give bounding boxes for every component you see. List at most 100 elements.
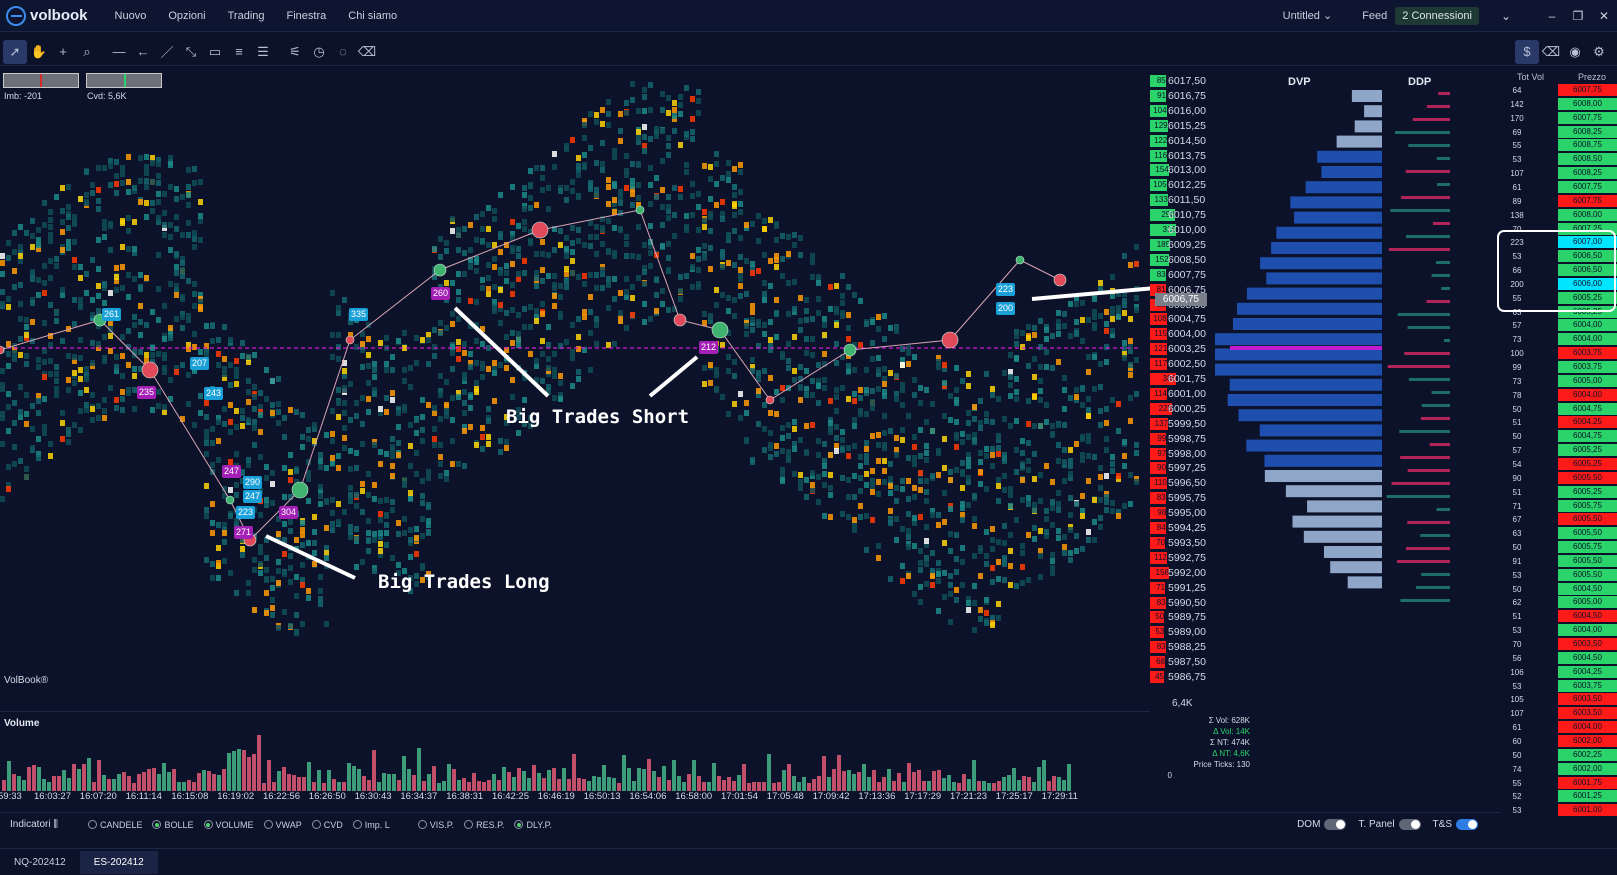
ladder-row[interactable]: 89 6007,75 xyxy=(1500,194,1617,208)
indicator-option[interactable]: Imp. L xyxy=(352,820,390,830)
zoom-icon[interactable]: ⌕ xyxy=(83,43,91,59)
big-trade-badge[interactable]: 290 xyxy=(243,476,263,489)
hand-icon[interactable]: ✋ xyxy=(30,43,48,59)
big-trade-badge[interactable]: 247 xyxy=(222,465,242,478)
ladder-row[interactable]: 57 6005,25 xyxy=(1500,444,1617,457)
connections-badge[interactable]: 2 Connessioni xyxy=(1395,6,1479,25)
ladder-row[interactable]: 52 6001,25 xyxy=(1500,790,1617,803)
indicator-option[interactable]: BOLLE xyxy=(152,820,194,830)
trend-line-icon[interactable]: ／ xyxy=(160,45,174,60)
big-trade-badge[interactable]: 335 xyxy=(349,308,369,321)
tab-nq[interactable]: NQ-202412 xyxy=(14,856,66,868)
ladder-row[interactable]: 63 6005,50 xyxy=(1500,527,1617,540)
ladder-row[interactable]: 105 6003,50 xyxy=(1500,693,1617,706)
ladder-row[interactable]: 51 6005,25 xyxy=(1500,485,1617,499)
timer-icon[interactable]: ◷ xyxy=(313,43,325,59)
ruler-icon[interactable]: ⤡ xyxy=(185,43,197,59)
ladder-row[interactable]: 61 6007,75 xyxy=(1500,180,1617,194)
big-trade-badge[interactable]: 212 xyxy=(699,341,719,354)
indicator-option[interactable]: VIS.P. xyxy=(417,820,454,830)
ladder-row[interactable]: 78 6004,00 xyxy=(1500,388,1617,402)
settings-sliders-icon[interactable]: ⚟ xyxy=(289,43,301,59)
ladder-row[interactable]: 73 6005,00 xyxy=(1500,374,1617,388)
rectangle-icon[interactable]: ▭ xyxy=(208,43,222,59)
big-trade-badge[interactable]: 271 xyxy=(234,526,254,539)
gear-icon[interactable]: ⚙ xyxy=(1593,43,1605,59)
dollar-icon[interactable]: $ xyxy=(1515,39,1539,64)
ladder-row[interactable]: 57 6004,00 xyxy=(1500,319,1617,332)
ladder-row[interactable]: 70 6003,50 xyxy=(1500,638,1617,651)
menu-finestra[interactable]: Finestra xyxy=(286,9,327,22)
eraser-icon[interactable]: ⌫ xyxy=(357,43,377,59)
fib-icon[interactable]: ≡ xyxy=(235,44,243,59)
toggle-switch[interactable] xyxy=(1398,819,1421,830)
tab-es[interactable]: ES-202412 xyxy=(79,850,158,874)
ladder-row[interactable]: 69 6008,25 xyxy=(1500,125,1617,139)
ladder-row[interactable]: 51 6004,25 xyxy=(1500,416,1617,429)
toggle-switch[interactable] xyxy=(1456,819,1478,830)
ladder-row[interactable]: 50 6002,25 xyxy=(1500,748,1617,762)
ladder-row[interactable]: 53 6008,50 xyxy=(1500,153,1617,166)
dropdown-chevron-icon[interactable]: ⌄ xyxy=(1500,8,1512,23)
ladder-row[interactable]: 91 6005,50 xyxy=(1500,554,1617,568)
ladder-row[interactable]: 100 6003,75 xyxy=(1500,347,1617,360)
big-trade-badge[interactable]: 260 xyxy=(431,287,451,300)
ladder-row[interactable]: 170 6007,75 xyxy=(1500,111,1617,125)
ladder-row[interactable]: 107 6003,50 xyxy=(1500,707,1617,720)
ladder-row[interactable]: 56 6004,50 xyxy=(1500,651,1617,665)
big-trade-badge[interactable]: 243 xyxy=(204,387,224,400)
ladder-row[interactable]: 106 6004,25 xyxy=(1500,665,1617,679)
ladder-row[interactable]: 73 6004,00 xyxy=(1500,333,1617,346)
ladder-row[interactable]: 60 6002,00 xyxy=(1500,734,1617,748)
ladder-row[interactable]: 99 6003,75 xyxy=(1500,361,1617,374)
ladder-row[interactable]: 50 6005,75 xyxy=(1500,541,1617,554)
ladder-row[interactable]: 61 6004,00 xyxy=(1500,721,1617,734)
heatmap-chart[interactable]: Imb: -201 Cvd: 5,6K VolBook® Big Trades … xyxy=(0,70,1150,710)
indicator-option[interactable]: RES.P. xyxy=(464,820,504,830)
menu-trading[interactable]: Trading xyxy=(227,9,265,22)
ladder-row[interactable]: 67 6005,50 xyxy=(1500,513,1617,526)
ladder-row[interactable]: 74 6002,00 xyxy=(1500,762,1617,776)
ladder-row[interactable]: 200 6006,00 xyxy=(1500,277,1617,291)
ray-icon[interactable]: ← xyxy=(136,44,150,59)
comment-icon[interactable]: ◌ xyxy=(339,44,347,59)
horizontal-line-icon[interactable]: — xyxy=(112,44,126,59)
menu-opzioni[interactable]: Opzioni xyxy=(168,9,206,22)
workspace-select[interactable]: Untitled ⌄ xyxy=(1283,9,1333,22)
big-trade-badge[interactable]: 247 xyxy=(243,490,263,503)
ladder-row[interactable]: 53 6004,00 xyxy=(1500,624,1617,637)
big-trade-badge[interactable]: 223 xyxy=(236,506,256,519)
ladder-row[interactable]: 138 6008,00 xyxy=(1500,208,1617,222)
ladder-row[interactable]: 53 6003,75 xyxy=(1500,679,1617,693)
ladder-row[interactable]: 50 6004,50 xyxy=(1500,582,1617,596)
ladder-row[interactable]: 66 6006,50 xyxy=(1500,264,1617,277)
big-trade-badge[interactable]: 207 xyxy=(190,357,210,370)
ladder-row[interactable]: 51 6004,50 xyxy=(1500,610,1617,623)
ladder-row[interactable]: 50 6004,75 xyxy=(1500,402,1617,416)
crosshair-icon[interactable]: + xyxy=(59,44,67,59)
cursor-icon[interactable]: ➚ xyxy=(3,39,27,64)
ladder-row[interactable]: 107 6008,25 xyxy=(1500,167,1617,180)
big-trade-badge[interactable]: 235 xyxy=(137,386,157,399)
menu-chi-siamo[interactable]: Chi siamo xyxy=(348,9,398,22)
ladder-row[interactable]: 53 6006,50 xyxy=(1500,250,1617,263)
ladder-row[interactable]: 223 6007,00 xyxy=(1500,236,1617,249)
indicator-option[interactable]: CVD xyxy=(311,820,343,830)
minimize-icon[interactable]: – xyxy=(1548,8,1556,23)
big-trade-badge[interactable]: 223 xyxy=(996,283,1016,296)
ladder-row[interactable]: 71 6005,75 xyxy=(1500,499,1617,513)
toggle-switch[interactable] xyxy=(1324,819,1347,830)
ladder-row[interactable]: 55 6005,25 xyxy=(1500,291,1617,305)
indicator-option[interactable]: VOLUME xyxy=(203,820,254,830)
ladder-row[interactable]: 62 6005,00 xyxy=(1500,596,1617,609)
indicator-option[interactable]: DLY.P. xyxy=(514,820,552,830)
indicators-button[interactable]: Indicatori ⫼ xyxy=(10,819,58,830)
close-icon[interactable]: ✕ xyxy=(1598,8,1610,23)
ladder-row[interactable]: 54 6005,25 xyxy=(1500,457,1617,471)
indicator-option[interactable]: CANDELE xyxy=(87,820,142,830)
ladder-row[interactable]: 55 6008,75 xyxy=(1500,139,1617,152)
eraser-right-icon[interactable]: ⌫ xyxy=(1541,43,1561,59)
ladder-row[interactable]: 55 6001,75 xyxy=(1500,776,1617,790)
ladder-row[interactable]: 142 6008,00 xyxy=(1500,97,1617,111)
menu-nuovo[interactable]: Nuovo xyxy=(114,9,147,22)
